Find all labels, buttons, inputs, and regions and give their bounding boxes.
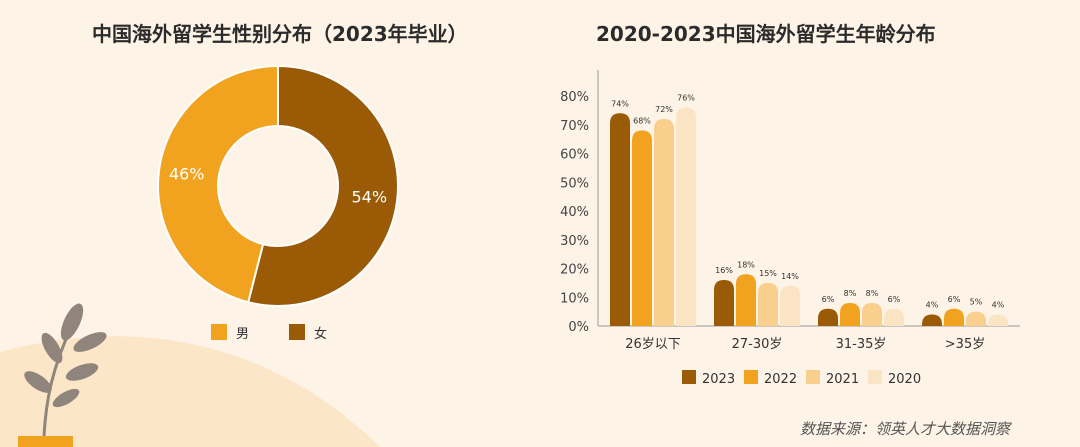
legend-label-2022: 2022 [764,372,797,387]
legend-swatch-2023 [682,370,696,384]
y-tick-label: 20% [560,263,589,278]
bar-data-label: 14% [781,272,799,281]
y-tick-label: 60% [560,148,589,163]
donut-slice-label: 46% [169,164,205,183]
bar-2021-1 [758,282,778,326]
bar-2022-2 [840,303,860,326]
legend-swatch-2021 [806,370,820,384]
bar-data-label: 18% [737,260,755,269]
bar-2020-3 [988,314,1008,326]
y-tick-label: 40% [560,205,589,220]
bar-data-label: 8% [844,289,857,298]
x-category-label: 31-35岁 [836,337,887,352]
bar-data-label: 68% [633,117,651,126]
bar-2023-3 [922,314,942,326]
bar-data-label: 6% [822,295,835,304]
bar-2020-0 [676,107,696,326]
x-category-label: 26岁以下 [625,337,681,352]
donut-slice-female [246,64,399,307]
bar-2021-3 [966,311,986,326]
bar-data-label: 5% [970,298,983,307]
y-tick-label: 30% [560,234,589,249]
legend-swatch-male [211,324,227,340]
bar-data-label: 4% [926,301,939,310]
data-source-note: 数据来源：领英人才大数据洞察 [799,420,1010,438]
legend-swatch-2020 [868,370,882,384]
bar-2021-0 [654,119,674,326]
legend-label: 男 [236,327,249,342]
bar-data-label: 16% [715,266,733,275]
y-tick-label: 80% [560,90,589,105]
bar-2022-3 [944,308,964,326]
gender-chart-title: 中国海外留学生性别分布（2023年毕业） [92,22,468,46]
bar-2020-1 [780,285,800,326]
legend-swatch-female [289,324,305,340]
y-tick-label: 70% [560,119,589,134]
legend-label: 女 [314,326,327,342]
bar-data-label: 6% [948,295,961,304]
bar-2020-2 [884,308,904,326]
age-bar-chart: 0% 10% 20% 30% 40% 50% 60% 70% 80% 74% 68% 72% 76% 26… [560,90,1008,352]
bar-data-label: 72% [655,105,673,114]
bar-data-label: 4% [992,301,1005,310]
x-category-label: >35岁 [945,337,985,352]
gender-legend: 男女 [211,324,327,342]
gender-donut-chart: 54% 46% [157,64,399,307]
bar-data-label: 8% [866,289,879,298]
donut-slice-label: 54% [351,188,387,207]
legend-label-2021: 2021 [826,372,859,387]
y-tick-label: 10% [560,291,589,306]
bar-2022-1 [736,274,756,326]
bar-data-label: 15% [759,269,777,278]
age-chart-title: 2020-2023中国海外留学生年龄分布 [596,22,936,46]
bar-2023-0 [610,113,630,326]
bar-2023-2 [818,308,838,326]
age-legend: 2023 2022 2021 2020 [682,370,921,387]
y-tick-label: 0% [568,320,589,335]
legend-label-2020: 2020 [888,372,921,387]
legend-label-2023: 2023 [702,372,735,387]
bar-data-label: 74% [611,99,629,108]
donut-slice-male [157,64,279,304]
bar-data-label: 76% [677,94,695,103]
bar-data-label: 6% [888,295,901,304]
legend-swatch-2022 [744,370,758,384]
plant-decoration-icon [18,303,107,447]
x-category-label: 27-30岁 [732,337,783,352]
y-tick-label: 50% [560,176,589,191]
bar-2023-1 [714,280,734,326]
bar-2022-0 [632,130,652,326]
bar-2021-2 [862,303,882,326]
